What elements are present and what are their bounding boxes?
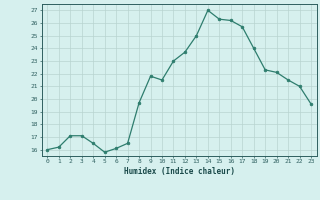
X-axis label: Humidex (Indice chaleur): Humidex (Indice chaleur) — [124, 167, 235, 176]
